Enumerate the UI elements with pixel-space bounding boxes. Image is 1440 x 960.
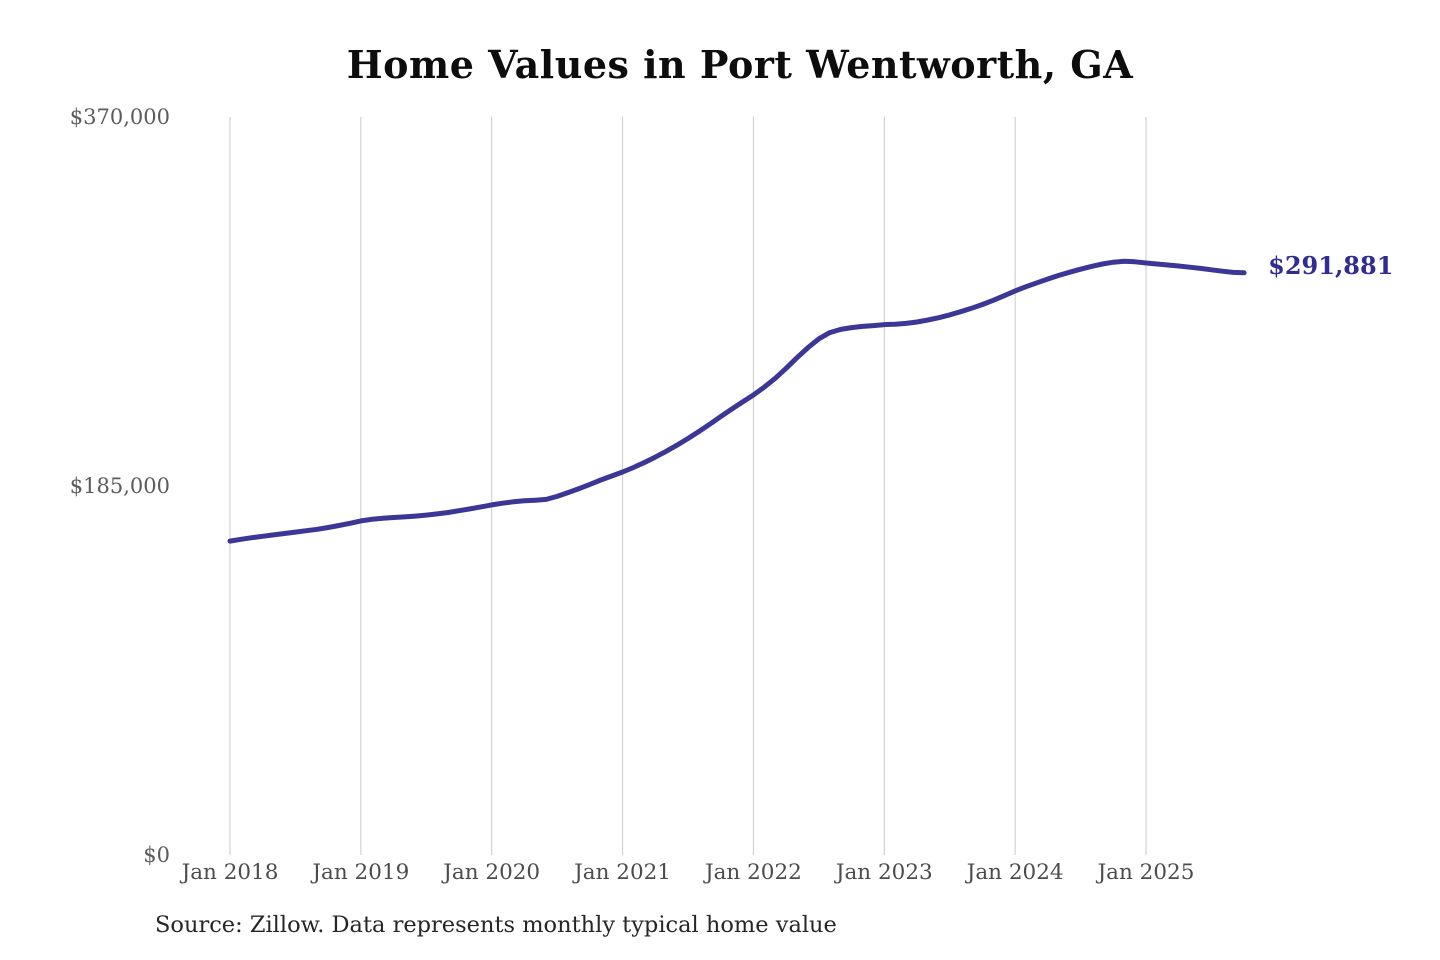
x-axis-tick-label: Jan 2021: [572, 860, 671, 885]
x-axis-tick-label: Jan 2019: [310, 860, 409, 885]
chart-title: Home Values in Port Wentworth, GA: [346, 42, 1134, 87]
latest-value-label: $291,881: [1268, 251, 1393, 280]
x-axis-tick-label: Jan 2025: [1096, 860, 1195, 885]
x-axis-tick-label: Jan 2018: [180, 860, 279, 885]
home-value-line: [227, 258, 1247, 544]
x-axis-tick-label: Jan 2023: [834, 860, 933, 885]
x-axis-tick-label: Jan 2022: [703, 860, 802, 885]
y-axis-tick-label: $0: [143, 843, 170, 867]
x-axis-tick-label: Jan 2020: [441, 860, 540, 885]
y-axis-tick-label: $185,000: [70, 474, 170, 498]
y-axis-tick-label: $370,000: [70, 105, 170, 129]
source-note: Source: Zillow. Data represents monthly …: [155, 912, 837, 938]
x-axis-tick-label: Jan 2024: [965, 860, 1064, 885]
